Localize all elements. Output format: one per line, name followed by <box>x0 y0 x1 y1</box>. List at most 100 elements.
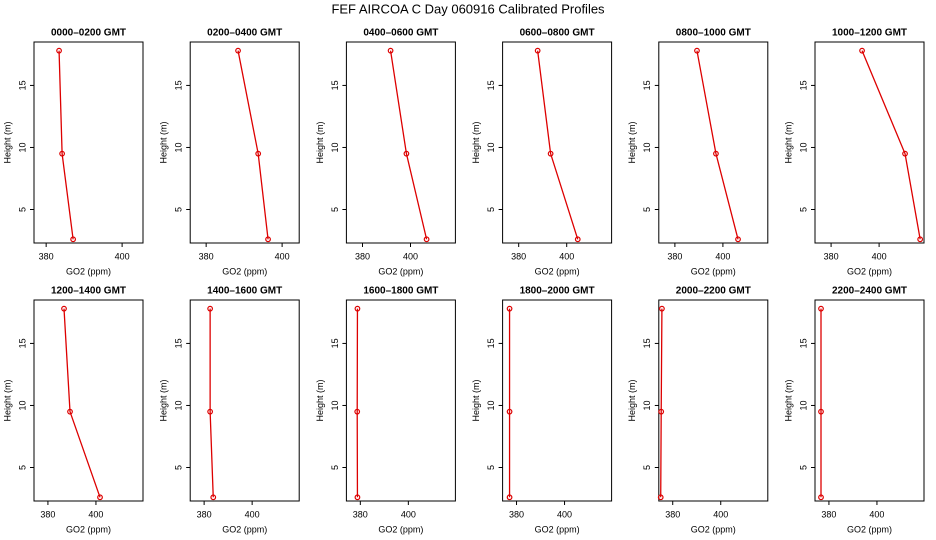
y-tick-label: 15 <box>798 338 808 348</box>
panel-title: 2200–2400 GMT <box>832 286 907 297</box>
x-axis-label: GO2 (ppm) <box>222 266 267 276</box>
point <box>210 494 217 501</box>
plot-frame <box>814 41 925 244</box>
x-tick-label: 400 <box>557 509 572 519</box>
y-tick-label: 5 <box>174 207 184 212</box>
y-tick-label: 5 <box>330 207 340 212</box>
y-tick-label: 5 <box>486 207 496 212</box>
profile-line <box>537 50 579 240</box>
x-tick-label: 380 <box>665 509 680 519</box>
x-tick-label: 380 <box>39 251 54 261</box>
x-tick-label: 380 <box>821 509 836 519</box>
y-tick-label: 15 <box>486 338 496 348</box>
x-tick-label: 380 <box>197 509 212 519</box>
profile-line <box>237 50 269 240</box>
y-tick-label: 15 <box>642 80 652 90</box>
x-axis-label: GO2 (ppm) <box>378 266 423 276</box>
y-tick-label: 5 <box>174 465 184 470</box>
point <box>70 236 77 243</box>
x-tick-label: 380 <box>355 251 370 261</box>
x-tick-label: 400 <box>869 509 884 519</box>
plot-frame <box>189 299 300 502</box>
point <box>67 408 73 415</box>
panel-title: 1600–1800 GMT <box>363 286 438 297</box>
y-tick-label: 15 <box>330 80 340 90</box>
y-tick-label: 5 <box>17 207 27 212</box>
profile-line <box>660 308 663 498</box>
y-axis-label: Height (m) <box>159 379 169 421</box>
y-tick-label: 10 <box>17 142 27 152</box>
point <box>658 408 665 415</box>
x-axis-label: GO2 (ppm) <box>847 266 892 276</box>
x-tick-label: 400 <box>88 509 103 519</box>
x-tick-label: 400 <box>715 251 730 261</box>
panel-title: 0400–0600 GMT <box>363 28 438 39</box>
x-axis-label: GO2 (ppm) <box>66 266 111 276</box>
x-axis-label: GO2 (ppm) <box>847 524 892 534</box>
y-axis-label: Height (m) <box>471 379 481 421</box>
point <box>917 236 924 243</box>
x-tick-label: 400 <box>872 251 887 261</box>
panel-title: 0600–0800 GMT <box>520 28 595 39</box>
y-axis-label: Height (m) <box>2 379 12 421</box>
y-tick-label: 5 <box>330 465 340 470</box>
point <box>818 408 824 415</box>
point <box>59 150 66 157</box>
point <box>354 305 361 312</box>
point <box>235 47 241 54</box>
point <box>97 494 103 501</box>
y-tick-label: 5 <box>642 207 652 212</box>
y-tick-label: 10 <box>486 142 496 152</box>
x-axis-label: GO2 (ppm) <box>222 524 267 534</box>
profile-line <box>861 50 921 240</box>
y-tick-label: 15 <box>642 338 652 348</box>
profile-line <box>63 308 101 498</box>
profile-line <box>696 50 739 240</box>
x-tick-label: 380 <box>667 251 682 261</box>
x-tick-label: 380 <box>199 251 214 261</box>
panel-title: 2000–2200 GMT <box>676 286 751 297</box>
y-tick-label: 5 <box>486 465 496 470</box>
x-tick-label: 380 <box>40 509 55 519</box>
point <box>403 150 410 157</box>
x-tick-label: 380 <box>824 251 839 261</box>
profile-line <box>58 50 74 240</box>
plot-frame <box>502 299 613 502</box>
point <box>859 47 865 54</box>
y-axis-label: Height (m) <box>159 121 169 163</box>
point <box>354 408 361 415</box>
x-tick-label: 380 <box>353 509 368 519</box>
y-axis-label: Height (m) <box>315 379 325 421</box>
y-tick-label: 10 <box>642 142 652 152</box>
y-axis-label: Height (m) <box>315 121 325 163</box>
point <box>547 150 554 157</box>
point <box>694 47 700 54</box>
point <box>265 236 271 243</box>
y-tick-label: 10 <box>330 142 340 152</box>
point <box>56 47 62 54</box>
panel-title: 0200–0400 GMT <box>207 28 282 39</box>
point <box>902 150 908 157</box>
y-tick-label: 5 <box>798 207 808 212</box>
panel-title: 1000–1200 GMT <box>832 28 907 39</box>
point <box>534 47 541 54</box>
x-tick-label: 400 <box>559 251 574 261</box>
plot-frame <box>345 41 456 244</box>
y-tick-label: 15 <box>17 338 27 348</box>
y-tick-label: 10 <box>330 400 340 410</box>
y-tick-label: 15 <box>798 80 808 90</box>
point <box>255 150 262 157</box>
y-tick-label: 15 <box>330 338 340 348</box>
x-axis-label: GO2 (ppm) <box>691 266 736 276</box>
y-tick-label: 10 <box>17 400 27 410</box>
point <box>818 305 824 312</box>
point <box>574 236 581 243</box>
point <box>818 494 824 501</box>
panel-title: 0800–1000 GMT <box>676 28 751 39</box>
y-tick-label: 10 <box>798 400 808 410</box>
panel-title: 1200–1400 GMT <box>51 286 126 297</box>
point <box>506 408 513 415</box>
y-tick-label: 15 <box>486 80 496 90</box>
profile-line <box>209 308 214 498</box>
